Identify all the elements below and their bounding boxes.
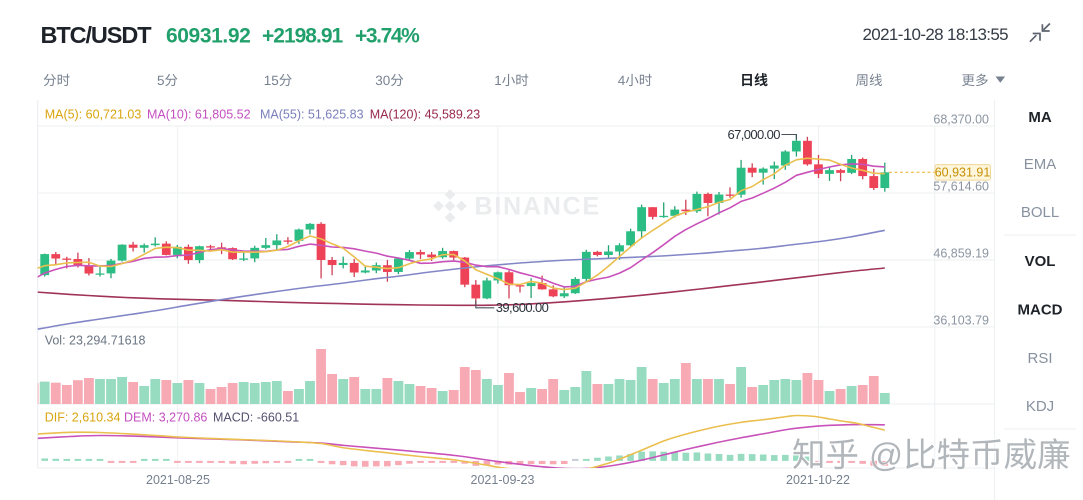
svg-text:36,103.79: 36,103.79 [933, 313, 989, 327]
svg-text:BTC/USDT: BTC/USDT [41, 22, 153, 48]
svg-text:KDJ: KDJ [1026, 398, 1054, 415]
svg-text:DIF: 2,610.34: DIF: 2,610.34 [45, 411, 121, 425]
svg-text:MA(5): 60,721.03: MA(5): 60,721.03 [45, 107, 142, 121]
svg-text:2021-08-25: 2021-08-25 [146, 473, 210, 487]
svg-text:57,614.60: 57,614.60 [933, 179, 989, 193]
svg-text:+2198.91: +2198.91 [262, 25, 343, 48]
svg-text:39,600.00: 39,600.00 [496, 300, 549, 315]
svg-text:MACD: MACD [1018, 302, 1063, 319]
svg-text:MA(10): 61,805.52: MA(10): 61,805.52 [147, 107, 251, 121]
svg-text:2021-10-28 18:13:55: 2021-10-28 18:13:55 [862, 25, 1008, 44]
svg-text:BINANCE: BINANCE [475, 193, 602, 221]
svg-text:46,859.19: 46,859.19 [933, 246, 989, 260]
svg-text:MA(55): 51,625.83: MA(55): 51,625.83 [260, 107, 364, 121]
svg-text:EMA: EMA [1024, 156, 1057, 173]
svg-text:BOLL: BOLL [1021, 204, 1059, 221]
svg-text:67,000.00: 67,000.00 [727, 127, 780, 142]
svg-text:MA(120): 45,589.23: MA(120): 45,589.23 [370, 107, 481, 121]
svg-text:Vol: 23,294.71618: Vol: 23,294.71618 [45, 334, 146, 348]
svg-text:VOL: VOL [1025, 253, 1056, 270]
svg-text:DEM: 3,270.86: DEM: 3,270.86 [124, 411, 207, 425]
svg-text:2021-09-23: 2021-09-23 [471, 473, 535, 487]
svg-text:60931.92: 60931.92 [166, 25, 250, 48]
svg-text:60,931.91: 60,931.91 [935, 166, 991, 180]
svg-text:+3.74%: +3.74% [355, 25, 420, 48]
svg-text:MA: MA [1028, 109, 1051, 126]
svg-text:2021-10-22: 2021-10-22 [786, 473, 850, 487]
svg-text:68,370.00: 68,370.00 [933, 112, 989, 126]
svg-text:RSI: RSI [1027, 350, 1052, 367]
svg-text:MACD: -660.51: MACD: -660.51 [213, 411, 299, 425]
